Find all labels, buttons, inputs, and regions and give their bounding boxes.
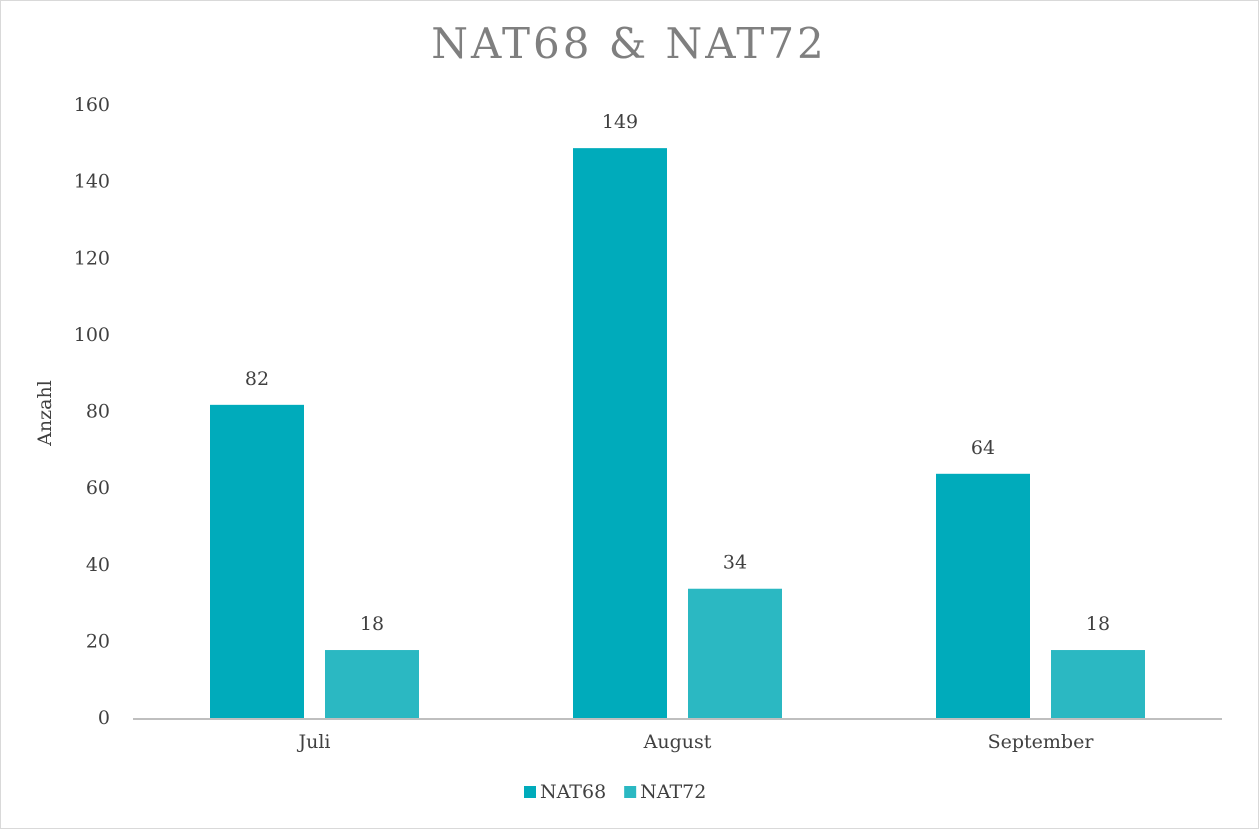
- data-label: 34: [723, 552, 747, 574]
- bar: [325, 650, 419, 719]
- chart-title: NAT68 & NAT72: [431, 19, 827, 68]
- data-label: 64: [971, 437, 995, 459]
- bar: [688, 588, 782, 719]
- x-tick-label: September: [988, 731, 1095, 753]
- data-label: 82: [245, 368, 269, 390]
- y-tick-label: 0: [98, 707, 110, 729]
- y-tick-label: 140: [74, 171, 110, 193]
- y-tick-label: 160: [74, 94, 110, 116]
- y-tick-label: 60: [86, 477, 110, 499]
- y-tick-label: 20: [86, 630, 110, 652]
- bar: [573, 148, 667, 720]
- y-tick-label: 120: [74, 247, 110, 269]
- x-tick-label: Juli: [296, 731, 330, 753]
- bar: [936, 473, 1030, 719]
- data-label: 18: [1086, 613, 1110, 635]
- legend-swatch: [524, 786, 536, 798]
- data-label: 149: [602, 111, 638, 133]
- legend-label: NAT72: [640, 781, 706, 803]
- legend-swatch: [624, 786, 637, 798]
- legend-label: NAT68: [540, 781, 606, 803]
- bar: [210, 404, 304, 719]
- bar: [1051, 650, 1145, 719]
- data-label: 18: [360, 613, 384, 635]
- y-tick-label: 80: [86, 401, 110, 423]
- y-tick-label: 40: [86, 554, 110, 576]
- y-tick-label: 100: [74, 324, 110, 346]
- x-tick-label: August: [643, 731, 712, 753]
- y-axis-label: Anzahl: [34, 380, 56, 447]
